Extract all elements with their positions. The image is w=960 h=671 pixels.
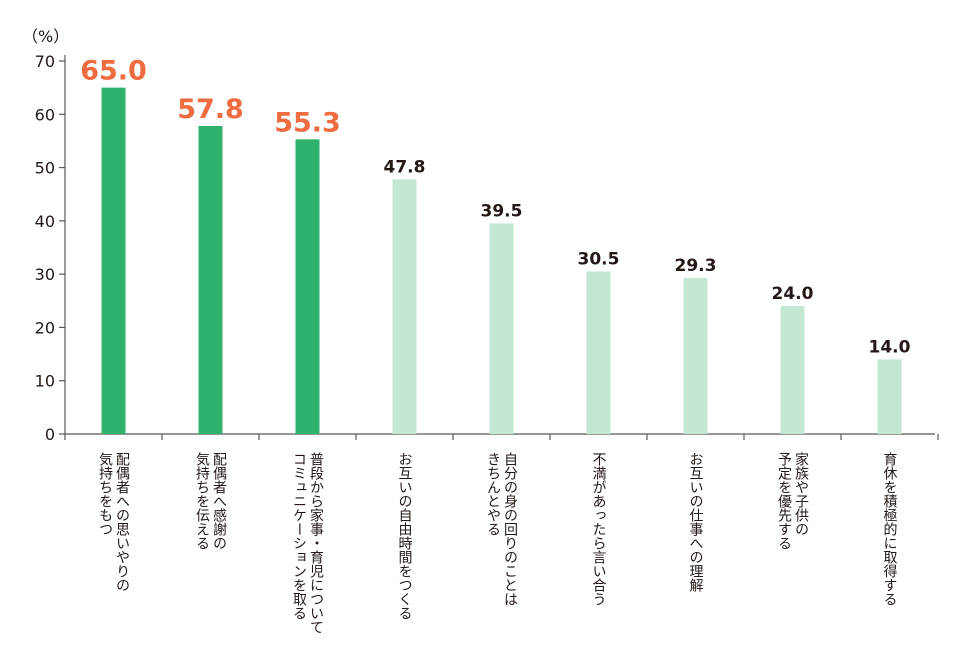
category-label: 家族や子供の	[793, 451, 809, 536]
category-label: 育休を積極的に取得する	[882, 452, 898, 606]
y-axis-ticks: 0 10 20 30 40 50 60 70	[35, 52, 65, 444]
category-label: 配偶者への思いやりの	[114, 452, 130, 592]
value-label: 57.8	[177, 94, 244, 125]
value-label: 24.0	[772, 284, 814, 304]
y-tick-label: 20	[35, 318, 55, 337]
bar	[780, 306, 805, 434]
y-tick-label: 50	[35, 159, 55, 178]
y-axis-unit-label: （%）	[22, 27, 69, 46]
value-label: 55.3	[274, 107, 341, 138]
bar	[295, 139, 320, 434]
category-label: 予定を優先する	[776, 452, 792, 550]
category-label: コミュニケーションを取る	[291, 452, 307, 620]
bar	[489, 223, 514, 434]
value-label: 39.5	[481, 202, 523, 222]
value-label: 30.5	[578, 249, 620, 269]
category-label: お互いの自由時間をつくる	[397, 452, 413, 620]
y-tick-label: 10	[35, 372, 55, 391]
value-label: 14.0	[869, 337, 911, 357]
value-labels: 65.0 57.8 55.3 47.8 39.5 30.5 29.3 24.0 14.0	[80, 56, 910, 358]
category-label: 自分の身の回りのことは	[502, 452, 518, 606]
value-label: 47.8	[384, 157, 426, 177]
bars	[101, 87, 902, 435]
bar	[101, 87, 126, 435]
bar	[683, 277, 708, 434]
bar	[392, 179, 417, 434]
value-label: 65.0	[80, 56, 147, 87]
bar	[586, 271, 611, 434]
category-label: 不満があったら言い合う	[591, 452, 607, 606]
y-tick-label: 30	[35, 265, 55, 284]
bar	[198, 126, 223, 434]
y-tick-label: 40	[35, 212, 55, 231]
y-tick-label: 70	[35, 52, 55, 71]
bar	[877, 359, 902, 434]
y-tick-label: 0	[45, 425, 55, 444]
category-label: お互いの仕事への理解	[688, 452, 704, 592]
category-label: 配偶者へ感謝の	[211, 452, 227, 550]
category-label: 気持ちを伝える	[194, 452, 210, 550]
category-label: 普段から家事・育児について	[308, 452, 324, 634]
category-label: 気持ちをもつ	[97, 452, 113, 536]
value-label: 29.3	[675, 256, 717, 276]
category-label: きちんとやる	[485, 452, 501, 536]
y-tick-label: 60	[35, 105, 55, 124]
